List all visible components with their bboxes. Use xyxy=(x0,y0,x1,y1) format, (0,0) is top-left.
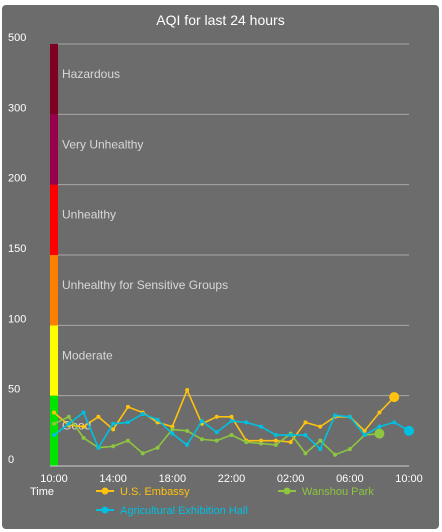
data-point xyxy=(81,424,86,429)
x-tick-label: 10:00 xyxy=(40,473,68,485)
y-tick-label: 200 xyxy=(8,173,26,185)
data-point xyxy=(377,424,382,429)
data-point xyxy=(392,420,397,425)
legend-label: Wanshou Park xyxy=(302,486,374,498)
data-point xyxy=(66,414,71,419)
data-point xyxy=(125,438,130,443)
data-point xyxy=(229,433,234,438)
data-point xyxy=(111,444,116,449)
data-point xyxy=(303,451,308,456)
y-tick-label: 0 xyxy=(8,454,14,466)
data-point xyxy=(362,433,367,438)
data-point xyxy=(347,447,352,452)
y-tick-label: 50 xyxy=(8,384,20,396)
data-point xyxy=(347,414,352,419)
data-point xyxy=(125,404,130,409)
aqi-band-moderate xyxy=(50,325,58,396)
chart-title: AQI for last 24 hours xyxy=(156,12,285,28)
aqi-band-hazardous xyxy=(50,44,58,115)
data-point xyxy=(229,414,234,419)
data-point xyxy=(66,421,71,426)
data-point xyxy=(229,418,234,423)
data-point xyxy=(125,420,130,425)
data-point xyxy=(374,428,385,439)
legend-swatch-dot xyxy=(101,487,109,495)
data-point xyxy=(273,442,278,447)
data-point xyxy=(214,430,219,435)
data-point xyxy=(318,424,323,429)
data-point xyxy=(185,442,190,447)
data-point xyxy=(303,433,308,438)
data-point xyxy=(170,424,175,429)
band-label: Very Unhealthy xyxy=(62,137,143,151)
data-point xyxy=(155,445,160,450)
data-point xyxy=(96,414,101,419)
legend-swatch-dot xyxy=(101,506,109,514)
aqi-band-good xyxy=(50,395,58,466)
x-tick-label: 22:00 xyxy=(218,473,246,485)
data-point xyxy=(111,427,116,432)
y-tick-label: 300 xyxy=(8,102,26,114)
y-tick-label: 150 xyxy=(8,243,26,255)
band-label: Hazardous xyxy=(62,67,120,81)
data-point xyxy=(170,427,175,432)
data-point xyxy=(318,438,323,443)
data-point xyxy=(259,438,264,443)
x-tick-label: 18:00 xyxy=(159,473,187,485)
band-label: Unhealthy xyxy=(62,208,116,222)
aqi-chart: 050100150200300500GoodModerateUnhealthy … xyxy=(8,32,423,517)
aqi-band-unhealthy xyxy=(50,184,58,255)
y-tick-label: 100 xyxy=(8,313,26,325)
x-tick-label: 10:00 xyxy=(395,473,423,485)
data-point xyxy=(259,424,264,429)
data-point xyxy=(140,411,145,416)
band-label: Unhealthy for Sensitive Groups xyxy=(62,278,228,292)
data-point xyxy=(199,437,204,442)
y-tick-label: 500 xyxy=(8,32,26,44)
data-point xyxy=(273,438,278,443)
data-point xyxy=(318,447,323,452)
data-point xyxy=(214,438,219,443)
data-point xyxy=(333,413,338,418)
data-point xyxy=(333,452,338,457)
data-point xyxy=(303,420,308,425)
x-axis-title: Time xyxy=(30,486,54,498)
data-point xyxy=(185,388,190,393)
data-point xyxy=(377,410,382,415)
data-point xyxy=(273,433,278,438)
data-point xyxy=(259,441,264,446)
data-point xyxy=(52,421,56,426)
data-point xyxy=(140,451,145,456)
data-point xyxy=(288,433,293,438)
x-tick-label: 06:00 xyxy=(336,473,364,485)
data-point xyxy=(244,420,249,425)
data-point xyxy=(96,445,101,450)
data-point xyxy=(389,392,400,403)
legend-label: U.S. Embassy xyxy=(120,486,190,498)
chart-panel: AQI for last 24 hours 0 50 100 150 200 300 500… xyxy=(2,5,439,529)
legend-swatch-dot xyxy=(283,487,291,495)
data-point xyxy=(81,410,86,415)
x-tick-label: 14:00 xyxy=(99,473,127,485)
data-point xyxy=(214,414,219,419)
data-point xyxy=(288,440,293,445)
data-point xyxy=(185,428,190,433)
data-point xyxy=(81,435,86,440)
data-point xyxy=(52,433,56,438)
data-point xyxy=(362,428,367,433)
band-label: Moderate xyxy=(62,348,113,362)
data-point xyxy=(155,417,160,422)
data-point xyxy=(170,431,175,436)
series-line-1 xyxy=(53,415,380,456)
aqi-band-unhealthy-for-sensitive-groups xyxy=(50,255,58,326)
data-point xyxy=(404,425,414,436)
data-point xyxy=(199,418,204,423)
data-point xyxy=(244,440,249,445)
legend-label: Agricultural Exhibition Hall xyxy=(120,505,248,517)
data-point xyxy=(52,410,56,415)
data-point xyxy=(111,421,116,426)
x-tick-label: 02:00 xyxy=(277,473,305,485)
aqi-band-very-unhealthy xyxy=(50,114,58,185)
